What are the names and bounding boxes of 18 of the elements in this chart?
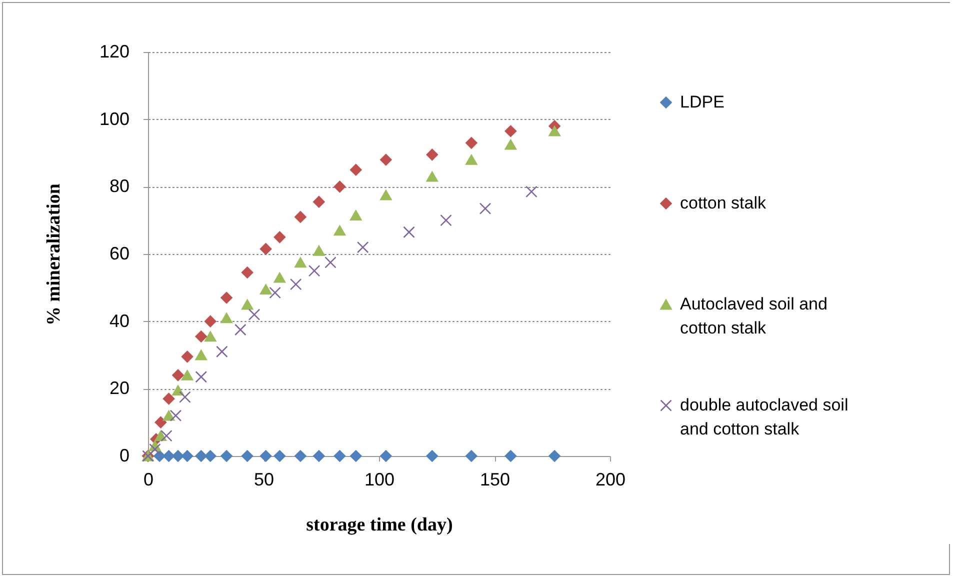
x-tick-label: 150: [480, 470, 510, 490]
x-tick-label: 0: [143, 470, 154, 490]
x-tick-label: 100: [364, 470, 395, 490]
y-tick-label: 0: [119, 446, 130, 466]
legend-label: cotton stalk: [680, 194, 766, 212]
legend-label: LDPE: [680, 92, 724, 112]
x-tick-label: 50: [254, 470, 274, 490]
y-tick-label: 40: [109, 310, 130, 331]
y-tick-label: 120: [99, 42, 130, 62]
legend-label: Autoclaved soil and cotton stalk: [680, 294, 828, 338]
y-tick-label: 20: [109, 378, 130, 398]
x-tick-label: 200: [595, 470, 626, 490]
y-tick-label: 80: [109, 176, 130, 196]
legend-label: double autoclaved soil and cotton stalk: [680, 396, 848, 438]
x-axis-title: storage time (day): [306, 514, 453, 536]
y-axis-title: % mineralization: [43, 183, 64, 326]
y-tick-label: 60: [109, 244, 130, 264]
y-tick-label: 100: [99, 108, 130, 129]
